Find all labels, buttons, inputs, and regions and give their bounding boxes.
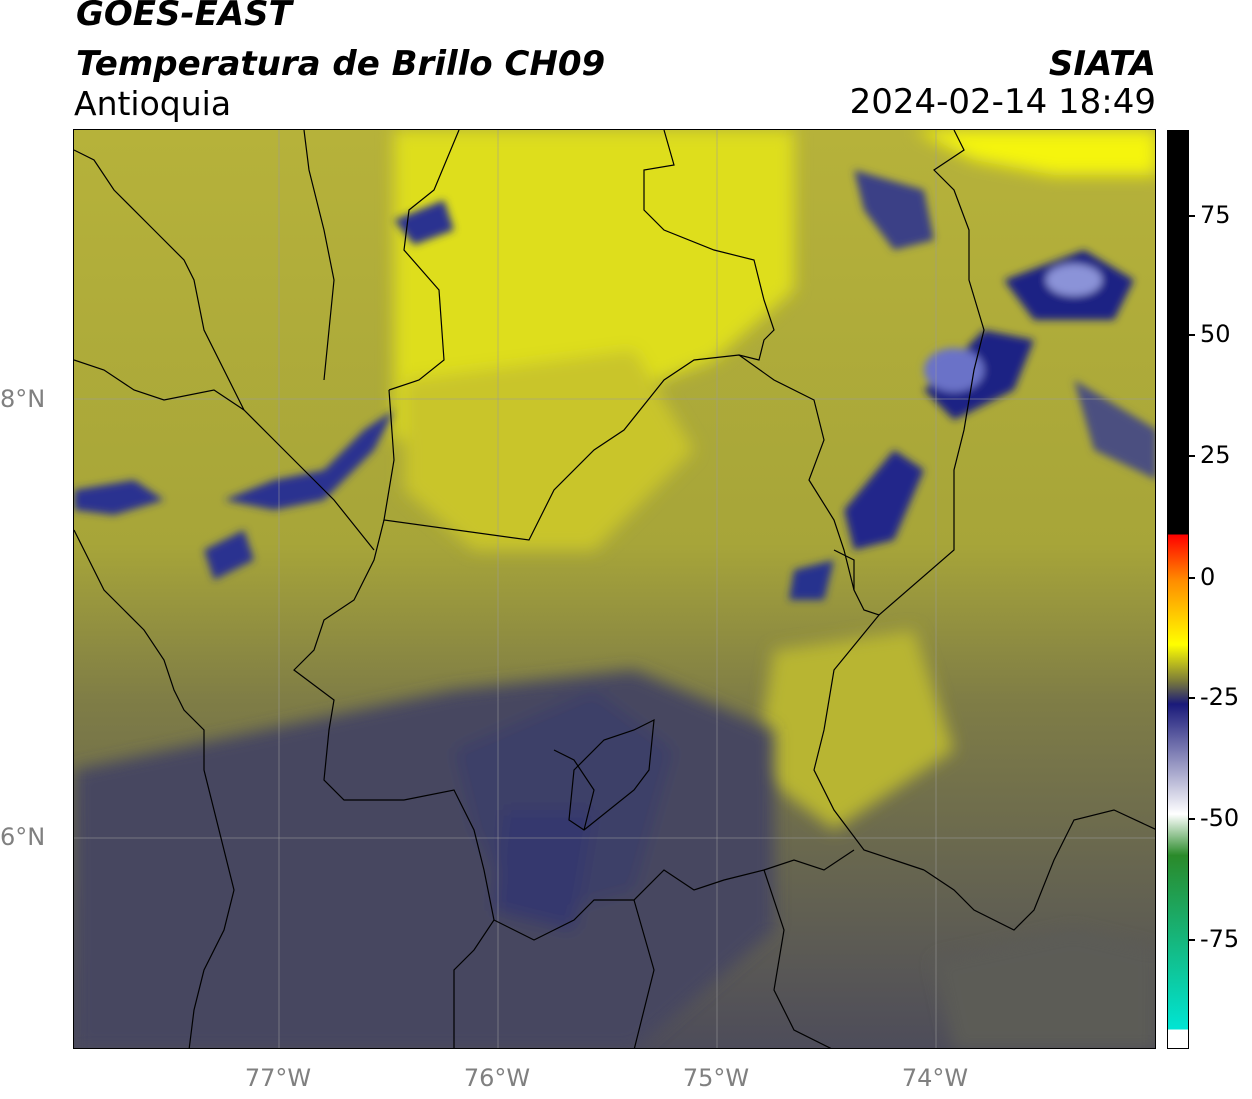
colorbar-tick (1189, 577, 1195, 579)
lon-label-74w: 74°W (901, 1064, 969, 1092)
lon-label-75w: 75°W (682, 1064, 750, 1092)
satellite-map[interactable] (73, 129, 1156, 1049)
datetime-label: 2024-02-14 18:49 (849, 82, 1156, 122)
org-label: SIATA (1048, 44, 1156, 84)
cold-cloud-field (74, 670, 1155, 1048)
colorbar-label-neg75: -75 (1200, 925, 1240, 953)
lon-label-77w: 77°W (244, 1064, 312, 1092)
graticule (74, 130, 1155, 1048)
political-boundaries (74, 130, 1155, 1048)
colorbar-tick (1189, 455, 1195, 457)
colorbar-tick (1189, 939, 1195, 941)
lon-label-76w: 76°W (463, 1064, 531, 1092)
colorbar-tick (1189, 697, 1195, 699)
title-satellite: GOES-EAST (76, 0, 292, 34)
lat-label-8n: 8°N (0, 385, 46, 413)
title-region: Antioquia (74, 84, 232, 123)
colorbar-label-0: 0 (1200, 563, 1216, 591)
colorbar (1167, 130, 1189, 1049)
colorbar-tick (1189, 215, 1195, 217)
map-canvas (74, 130, 1155, 1048)
convective-cells (74, 170, 1155, 600)
warm-cloud-field (394, 130, 1155, 830)
title-product: Temperatura de Brillo CH09 (76, 44, 606, 84)
colorbar-label-50: 50 (1200, 320, 1231, 348)
colorbar-tick (1189, 818, 1195, 820)
colorbar-label-75: 75 (1200, 201, 1231, 229)
lat-label-6n: 6°N (0, 823, 46, 851)
colorbar-label-neg25: -25 (1200, 683, 1240, 711)
colorbar-tick (1189, 334, 1195, 336)
colorbar-label-25: 25 (1200, 441, 1231, 469)
colorbar-label-neg50: -50 (1200, 804, 1240, 832)
